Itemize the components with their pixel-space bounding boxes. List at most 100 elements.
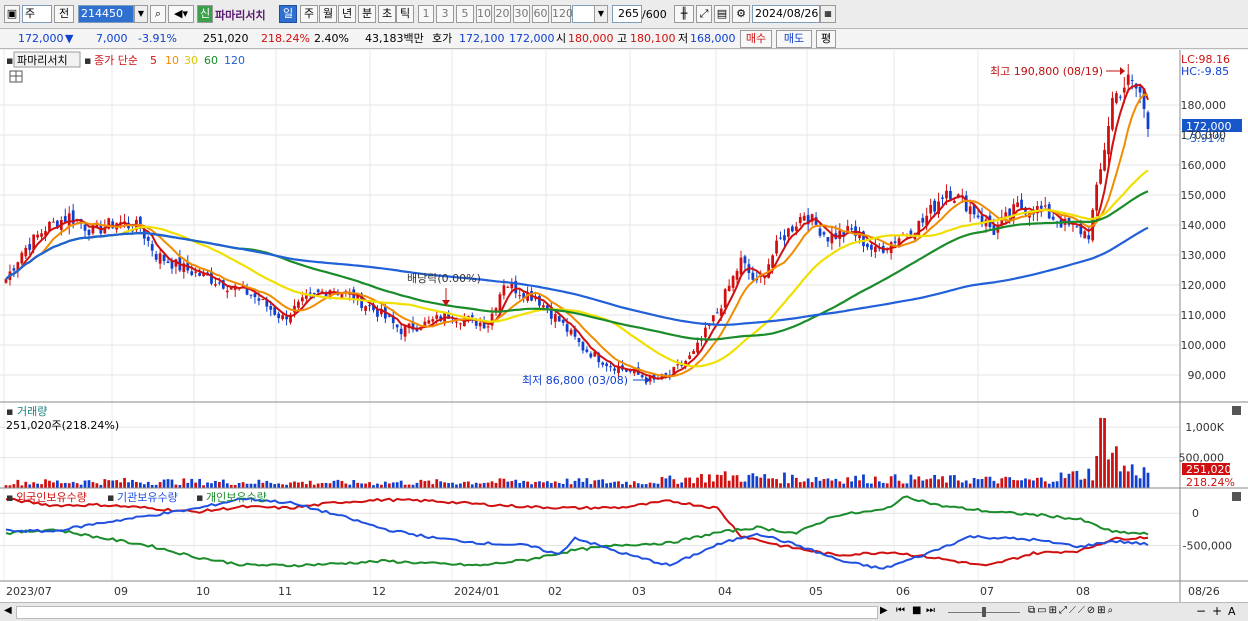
volume-bar	[577, 478, 581, 488]
sell-button[interactable]: 매도	[776, 30, 812, 48]
holding-tick-label: 0	[1192, 507, 1199, 520]
window-menu-icon[interactable]: ▣	[4, 5, 20, 23]
candle-body	[1039, 205, 1043, 209]
ma-legend-5: 5	[150, 54, 157, 67]
volume-bar	[328, 483, 332, 488]
candle-body	[150, 244, 154, 251]
volume-bar	[383, 481, 387, 488]
scroll-track[interactable]	[16, 606, 878, 619]
price-tick-label: 110,000	[1181, 309, 1227, 322]
market-type-select[interactable]: 주	[22, 5, 52, 23]
interval-button-120[interactable]: 120	[551, 5, 573, 23]
auto-scale-icon[interactable]: A	[1228, 605, 1236, 618]
candle-body	[289, 314, 292, 323]
avg-price-button[interactable]: 평	[816, 30, 836, 48]
volume-bar	[988, 476, 992, 488]
interval-dropdown-icon[interactable]: ▼	[594, 5, 608, 23]
speaker-icon[interactable]: ◀▾	[168, 5, 194, 23]
interval-button-60[interactable]: 60	[532, 5, 549, 23]
volume-bar	[1020, 480, 1023, 488]
volume-bar	[542, 482, 545, 488]
volume-bar	[1075, 470, 1079, 488]
candle-body	[680, 364, 684, 366]
open-price: 180,000	[568, 32, 614, 45]
candle-body	[696, 342, 699, 353]
interval-button-30[interactable]: 30	[513, 5, 530, 23]
date-tick-label: 12	[372, 585, 386, 598]
volume-bar	[1146, 472, 1150, 488]
tab-period-0[interactable]: 일	[279, 5, 297, 23]
zoom-out-icon[interactable]: −	[1196, 604, 1207, 618]
interval-button-5[interactable]: 5	[456, 5, 474, 23]
rewind-icon[interactable]: ⏮	[896, 605, 905, 616]
volume-bar	[660, 476, 664, 488]
drawing-tools-icons[interactable]: ⧉▭⊞⤢⟋⟋⊘⊞⌕	[1028, 605, 1116, 616]
candle-body	[55, 220, 59, 229]
volume-bar	[107, 480, 111, 488]
search-icon[interactable]: ⌕	[150, 5, 166, 23]
date-input[interactable]: 2024/08/26	[752, 5, 820, 23]
volume-bar	[873, 476, 877, 488]
interval-button-3[interactable]: 3	[436, 5, 454, 23]
candle-body	[111, 221, 115, 229]
forward-icon[interactable]: ⏭	[926, 605, 935, 616]
candle-body	[577, 338, 581, 343]
tab-period-2[interactable]: 월	[319, 5, 337, 23]
candle-body	[194, 271, 198, 273]
volume-bar	[960, 482, 964, 488]
gear-icon[interactable]: ⚙	[732, 5, 750, 23]
volume-close-icon[interactable]	[1232, 406, 1241, 415]
candle-body	[549, 307, 553, 319]
candle-body	[830, 233, 834, 244]
candle-body	[210, 271, 213, 284]
volume-bar	[1138, 478, 1142, 488]
tab-period-4[interactable]: 분	[358, 5, 376, 23]
calendar-icon[interactable]: ▦	[820, 5, 836, 23]
candle-body	[44, 231, 47, 236]
stop-icon[interactable]: ■	[912, 605, 922, 616]
candle-body	[36, 234, 39, 238]
volume-bar	[178, 485, 182, 488]
tab-period-6[interactable]: 틱	[396, 5, 414, 23]
scroll-left-icon[interactable]: ◀	[4, 605, 12, 616]
volume-bar	[854, 475, 857, 488]
interval-button-20[interactable]: 20	[494, 5, 511, 23]
tab-period-3[interactable]: 년	[338, 5, 356, 23]
scroll-right-icon[interactable]: ▶	[880, 605, 888, 616]
candle-body	[174, 259, 178, 267]
holding-close-icon[interactable]	[1232, 492, 1241, 501]
buy-button[interactable]: 매수	[740, 30, 772, 48]
quote-bar: 172,000 ▼ 7,000 -3.91% 251,020 218.24% 2…	[0, 29, 1248, 49]
speed-slider-thumb[interactable]	[982, 607, 986, 617]
volume-bar	[530, 484, 533, 488]
trend-tool-icon[interactable]: ⤢	[696, 5, 712, 23]
tab-period-5[interactable]: 초	[378, 5, 396, 23]
save-icon[interactable]: ▤	[714, 5, 730, 23]
volume-bar	[1012, 479, 1016, 488]
trade-value: 43,183백만	[365, 32, 424, 45]
prev-button[interactable]: 전	[54, 5, 74, 23]
volume-bar	[391, 482, 395, 488]
volume-bar	[352, 479, 356, 488]
code-dropdown-icon[interactable]: ▼	[134, 5, 148, 23]
candle-body	[293, 305, 296, 313]
volume-bar	[170, 479, 174, 488]
code-input[interactable]: 214450	[78, 5, 134, 23]
tab-period-1[interactable]: 주	[300, 5, 318, 23]
holding-line-2	[5, 497, 1149, 570]
count-input[interactable]: 265	[612, 5, 642, 23]
zoom-in-icon[interactable]: +	[1212, 604, 1223, 618]
candle-body	[838, 230, 842, 239]
candle-body	[692, 351, 695, 355]
bottom-scrollbar[interactable]: ◀ ▶ ⏮ ■ ⏭ ⧉▭⊞⤢⟋⟋⊘⊞⌕ − + A	[0, 602, 1248, 621]
candle-type-icon[interactable]: ╫	[674, 5, 694, 23]
candle-body	[941, 197, 944, 199]
date-tick-label: 08/26	[1188, 585, 1220, 598]
volume-bar	[613, 481, 616, 488]
interval-button-10[interactable]: 10	[476, 5, 492, 23]
volume-bar	[909, 474, 913, 488]
candle-body	[561, 319, 565, 323]
candle-body	[589, 353, 593, 358]
interval-button-1[interactable]: 1	[418, 5, 434, 23]
volume-bar	[569, 484, 573, 488]
